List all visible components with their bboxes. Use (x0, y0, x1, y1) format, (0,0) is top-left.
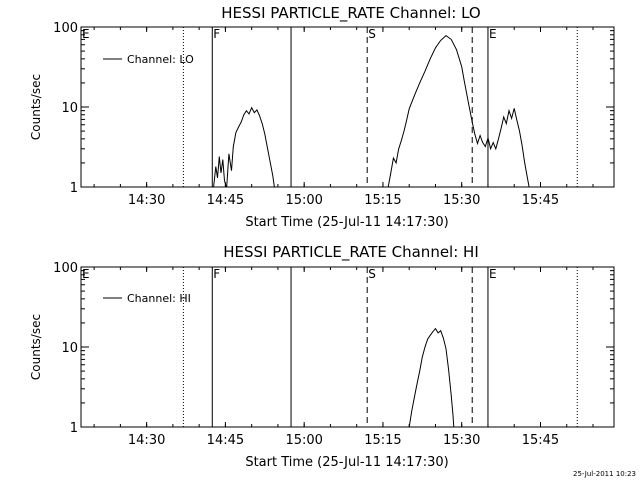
panel-lo-x-tick-label: 14:30 (128, 193, 165, 208)
panel-hi-y-tick-label: 10 (61, 341, 78, 356)
panel-hi-marker-label-4: S (368, 267, 376, 281)
panel-hi-marker-label-2: F (213, 267, 220, 281)
panel-hi-marker-label-0: E (82, 267, 90, 281)
panel-lo-y-tick-label: 10 (61, 101, 78, 116)
panel-hi-x-ticks: 14:30 14:45 15:00 15:15 15:30 15:45 (93, 267, 594, 448)
panel-hi-x-tick-label: 15:15 (364, 433, 401, 448)
panel-lo-x-tick-label: 14:45 (207, 193, 244, 208)
panel-hi-y-ticks: 1 10 100 (53, 261, 614, 436)
panel-lo-x-tick-label: 15:00 (285, 193, 322, 208)
panel-lo-marker-label-4: S (368, 27, 376, 41)
panel-hi-x-tick-label: 14:45 (207, 433, 244, 448)
panel-hi-ylabel: Counts/sec (29, 314, 43, 380)
panel-lo-x-ticks: 14:30 14:45 15:00 15:15 15:30 15:45 (93, 27, 594, 208)
panel-lo-x-tick-label: 15:45 (522, 193, 559, 208)
panel-lo-marker-label-0: E (82, 27, 90, 41)
panel-hi-y-tick-label: 100 (53, 261, 78, 276)
panel-lo-legend-label: Channel: LO (127, 53, 194, 66)
panel-hi-x-tick-label: 15:45 (522, 433, 559, 448)
panel-lo-marker-label-6: E (489, 27, 497, 41)
panel-hi: HESSI PARTICLE_RATE Channel: HI E F S E 14:… (29, 243, 615, 470)
panel-lo-ylabel: Counts/sec (29, 74, 43, 140)
panel-hi-x-tick-label: 15:30 (443, 433, 480, 448)
panel-hi-y-tick-label: 1 (70, 421, 78, 436)
panel-lo: HESSI PARTICLE_RATE Channel: LO E F S E 14:… (29, 4, 615, 230)
panel-lo-y-ticks: 1 10 100 (53, 21, 614, 196)
panel-lo-marker-label-2: F (213, 27, 220, 41)
panel-hi-legend-label: Channel: HI (127, 292, 191, 305)
panel-lo-legend: Channel: LO (103, 53, 194, 66)
panel-lo-xlabel: Start Time (25-Jul-11 14:17:30) (245, 215, 448, 230)
panel-lo-x-tick-label: 15:15 (364, 193, 401, 208)
footer-timestamp: 25-Jul-2011 10:23 (573, 470, 636, 478)
panel-hi-legend: Channel: HI (103, 292, 191, 305)
panel-lo-x-tick-label: 15:30 (443, 193, 480, 208)
panel-hi-title: HESSI PARTICLE_RATE Channel: HI (223, 243, 479, 262)
panel-hi-series-line (408, 327, 455, 428)
panel-hi-marker-label-6: E (489, 267, 497, 281)
panel-hi-xlabel: Start Time (25-Jul-11 14:17:30) (245, 455, 448, 470)
panel-hi-x-tick-label: 14:30 (128, 433, 165, 448)
panel-lo-series-line (213, 34, 530, 188)
panel-lo-y-tick-label: 1 (70, 181, 78, 196)
panel-hi-x-tick-label: 15:00 (285, 433, 322, 448)
panel-lo-y-tick-label: 100 (53, 21, 78, 36)
panel-lo-title: HESSI PARTICLE_RATE Channel: LO (221, 4, 480, 23)
